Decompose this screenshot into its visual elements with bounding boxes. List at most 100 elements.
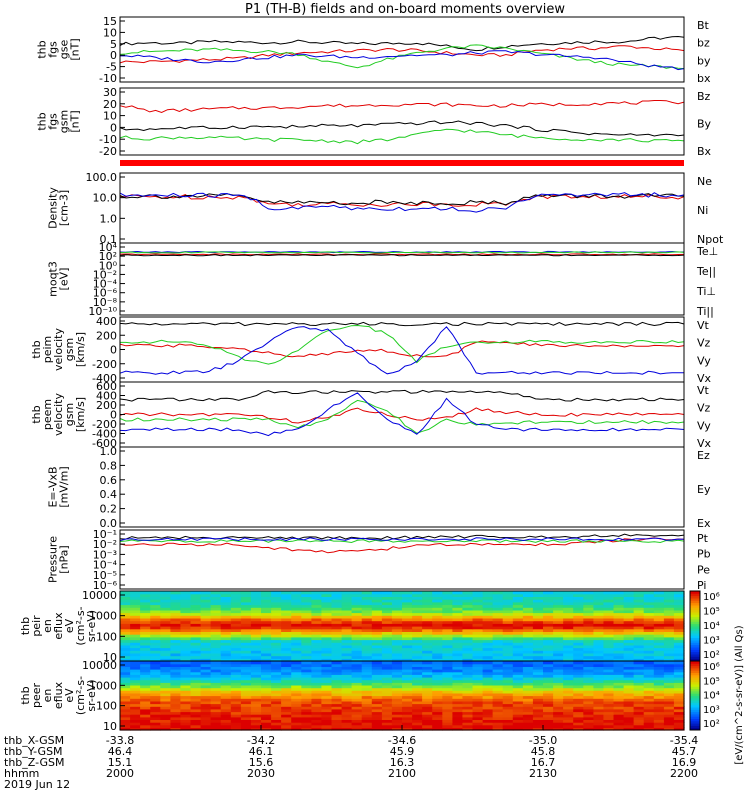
- heatmap-cell: [120, 669, 131, 673]
- colorbar-swatch: [690, 635, 700, 639]
- heatmap-cell: [492, 663, 504, 667]
- heatmap-cell: [190, 623, 202, 627]
- heatmap-cell: [120, 593, 131, 597]
- heatmap-cell: [442, 601, 453, 606]
- heatmap-cell: [291, 642, 302, 646]
- heatmap-cell: [341, 692, 353, 697]
- heatmap-cell: [160, 599, 171, 603]
- heatmap-cell: [422, 674, 433, 678]
- heatmap-cell: [140, 666, 151, 670]
- heatmap-cell: [673, 679, 685, 683]
- heatmap-cell: [301, 652, 312, 657]
- heatmap-cell: [291, 644, 302, 649]
- heatmap-cell: [321, 626, 333, 630]
- heatmap-cell: [301, 676, 312, 681]
- heatmap-cell: [583, 639, 594, 643]
- heatmap-cell: [120, 591, 131, 595]
- heatmap-cell: [603, 593, 615, 597]
- heatmap-cell: [321, 634, 333, 638]
- heatmap-cell: [452, 706, 464, 710]
- heatmap-cell: [220, 628, 232, 632]
- heatmap-cell: [492, 714, 504, 718]
- heatmap-cell: [482, 636, 494, 641]
- heatmap-cell: [442, 655, 453, 659]
- heatmap-cell: [220, 607, 232, 611]
- heatmap-cell: [351, 620, 363, 624]
- heatmap-cell: [472, 679, 484, 683]
- heatmap-cell: [341, 663, 353, 667]
- heatmap-cell: [250, 639, 262, 643]
- heatmap-cell: [412, 669, 423, 673]
- heatmap-cell: [633, 716, 645, 720]
- heatmap-cell: [281, 636, 292, 641]
- heatmap-cell: [281, 669, 292, 673]
- heatmap-cell: [361, 628, 373, 632]
- heatmap-cell: [150, 604, 161, 608]
- heatmap-cell: [170, 634, 182, 638]
- heatmap-cell: [381, 642, 393, 646]
- heatmap-cell: [170, 695, 182, 699]
- heatmap-cell: [250, 663, 262, 667]
- heatmap-cell: [240, 690, 252, 694]
- heatmap-cell: [170, 698, 182, 702]
- heatmap-cell: [271, 636, 282, 641]
- heatmap-cell: [250, 612, 262, 616]
- heatmap-cell: [180, 612, 192, 616]
- heatmap-cell: [250, 676, 262, 681]
- heatmap-cell: [321, 676, 333, 681]
- colorbar-frame: [689, 660, 701, 731]
- heatmap-cell: [351, 724, 363, 728]
- heatmap-cell: [261, 599, 272, 603]
- heatmap-cell: [573, 612, 584, 616]
- heatmap-cell: [432, 639, 443, 643]
- heatmap-cell: [633, 615, 645, 619]
- heatmap-cell: [391, 679, 403, 683]
- heatmap-cell: [180, 711, 192, 715]
- heatmap-cell: [522, 644, 534, 649]
- heatmap-cell: [603, 727, 615, 731]
- x-tick-label: -34.6: [388, 734, 416, 747]
- heatmap-cell: [150, 661, 161, 665]
- heatmap-cell: [613, 682, 625, 686]
- heatmap-cell: [593, 722, 605, 726]
- heatmap-cell: [402, 695, 413, 699]
- heatmap-cell: [432, 642, 443, 646]
- heatmap-cell: [583, 682, 594, 686]
- heatmap-cell: [160, 663, 171, 667]
- heatmap-cell: [250, 658, 262, 662]
- heatmap-cell: [432, 703, 443, 707]
- colorbar-swatch: [690, 688, 700, 692]
- heatmap-cell: [391, 692, 403, 697]
- heatmap-cell: [281, 692, 292, 697]
- heatmap-cell: [210, 676, 222, 681]
- heatmap-cell: [522, 671, 534, 675]
- heatmap-cell: [623, 655, 635, 659]
- heatmap-cell: [633, 655, 645, 659]
- heatmap-cell: [573, 626, 584, 630]
- heatmap-cell: [412, 706, 423, 710]
- heatmap-cell: [160, 719, 171, 723]
- heatmap-cell: [140, 652, 151, 657]
- colorbar-tick-label: 10³: [703, 636, 720, 647]
- heatmap-cell: [240, 698, 252, 702]
- heatmap-cell: [391, 617, 403, 622]
- heatmap-cell: [140, 706, 151, 710]
- heatmap-cell: [321, 620, 333, 624]
- legend-label: Bz: [697, 90, 711, 103]
- heatmap-cell: [291, 615, 302, 619]
- heatmap-cell: [482, 669, 494, 673]
- heatmap-cell: [412, 628, 423, 632]
- heatmap-cell: [170, 700, 182, 705]
- colorbar-tick-label: 10²: [703, 719, 720, 730]
- heatmap-cell: [170, 636, 182, 641]
- heatmap-cell: [301, 684, 312, 689]
- heatmap-cell: [351, 674, 363, 678]
- heatmap-cell: [311, 706, 323, 710]
- heatmap-cell: [573, 604, 584, 608]
- heatmap-cell: [391, 601, 403, 606]
- heatmap-cell: [532, 628, 544, 632]
- heatmap-cell: [593, 634, 605, 638]
- heatmap-cell: [371, 634, 383, 638]
- x-tick-label: 45.8: [531, 745, 556, 758]
- heatmap-cell: [190, 695, 202, 699]
